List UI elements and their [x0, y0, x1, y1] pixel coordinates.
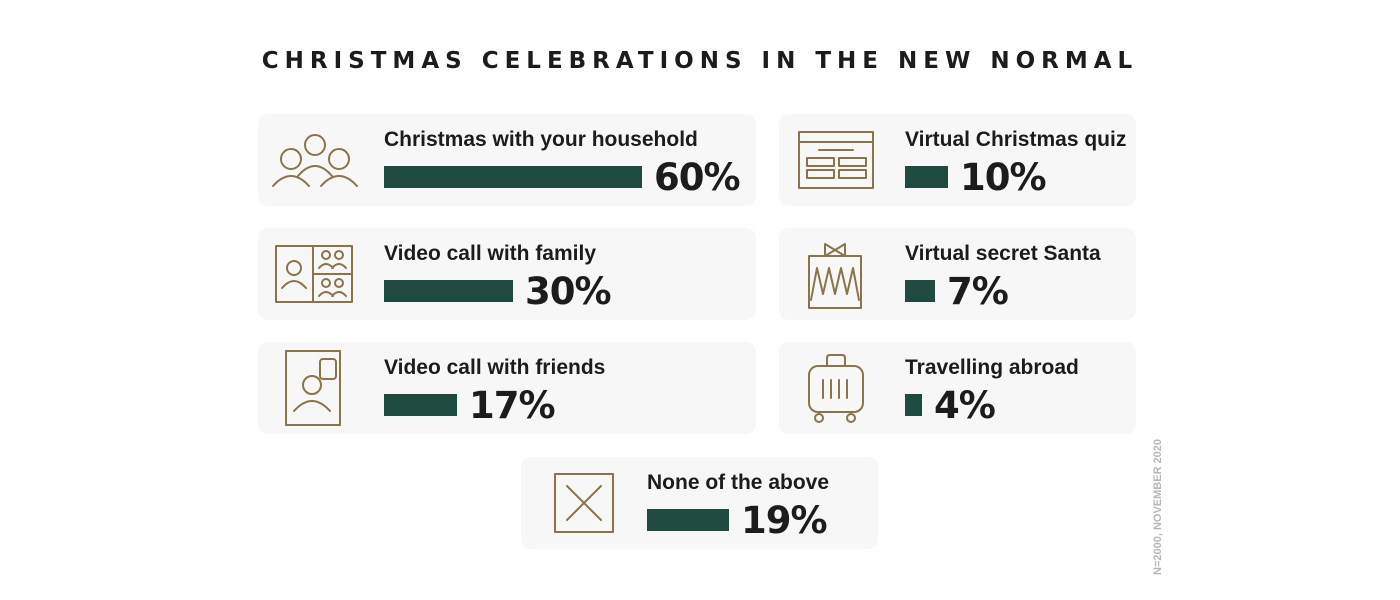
bar-none: [647, 509, 729, 531]
card-video-family: Video call with family 30%: [258, 228, 756, 320]
value-label: 4%: [934, 384, 996, 427]
category-label: Video call with friends: [384, 356, 606, 379]
category-label: Travelling abroad: [905, 356, 1079, 379]
suitcase-icon: [808, 354, 864, 423]
value-label: 19%: [741, 499, 828, 542]
bar-household: [384, 166, 642, 188]
bar-video-family: [384, 280, 513, 302]
chart-title: CHRISTMAS CELEBRATIONS IN THE NEW NORMAL: [261, 48, 1139, 74]
cross-box-icon: [554, 473, 614, 533]
value-label: 30%: [525, 270, 612, 313]
gift-box-icon: [808, 243, 862, 309]
bar-video-friends: [384, 394, 457, 416]
card-secret-santa: Virtual secret Santa 7%: [779, 228, 1136, 320]
category-label: Virtual Christmas quiz: [905, 128, 1127, 151]
category-label: None of the above: [647, 471, 830, 494]
value-label: 10%: [960, 156, 1047, 199]
quiz-screen-icon: [798, 131, 874, 189]
value-label: 7%: [947, 270, 1009, 313]
bar-travel: [905, 394, 922, 416]
category-label: Virtual secret Santa: [905, 242, 1101, 265]
category-label: Christmas with your household: [384, 128, 698, 151]
card-quiz: Virtual Christmas quiz 10%: [779, 114, 1136, 206]
bar-quiz: [905, 166, 948, 188]
card-none: None of the above 19%: [521, 457, 878, 549]
phone-chat-icon: [285, 350, 341, 426]
bar-secret-santa: [905, 280, 935, 302]
category-label: Video call with family: [384, 242, 597, 265]
people-group-icon: [272, 134, 358, 187]
sample-note: N=2000, NOVEMBER 2020: [1152, 438, 1164, 575]
video-grid-icon: [275, 245, 353, 303]
value-label: 60%: [654, 156, 741, 199]
card-household: Christmas with your household 60%: [258, 114, 756, 206]
card-travel: Travelling abroad 4%: [779, 342, 1136, 434]
value-label: 17%: [469, 384, 556, 427]
card-video-friends: Video call with friends 17%: [258, 342, 756, 434]
